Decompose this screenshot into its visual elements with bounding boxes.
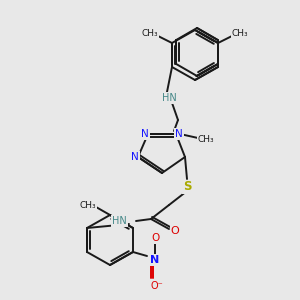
Text: CH₃: CH₃ (198, 134, 214, 143)
Text: O: O (151, 233, 159, 243)
Text: N: N (131, 152, 139, 162)
Text: N: N (175, 129, 183, 139)
Text: CH₃: CH₃ (80, 200, 96, 209)
Text: N: N (150, 255, 160, 265)
Text: N: N (141, 129, 149, 139)
Text: HN: HN (162, 93, 177, 103)
Text: HN: HN (112, 216, 127, 226)
Text: CH₃: CH₃ (232, 29, 248, 38)
Text: O⁻: O⁻ (151, 281, 164, 291)
Text: CH₃: CH₃ (142, 29, 158, 38)
Text: S: S (183, 181, 191, 194)
Text: O: O (171, 226, 179, 236)
